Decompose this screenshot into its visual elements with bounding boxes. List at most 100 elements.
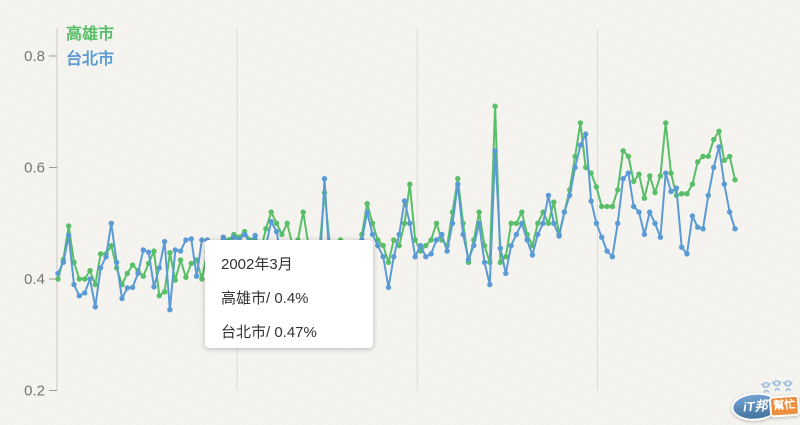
series-point (412, 254, 418, 260)
series-point (108, 242, 115, 249)
series-point (577, 142, 584, 148)
series-point (92, 304, 99, 310)
series-point (87, 276, 93, 282)
series-point (604, 203, 610, 210)
series-point (188, 260, 194, 267)
series-point (156, 265, 162, 271)
series-point (513, 231, 520, 238)
series-point (129, 284, 136, 291)
series-point (625, 170, 632, 176)
series-point (727, 153, 733, 160)
series-point (380, 242, 386, 249)
series-point (705, 153, 711, 160)
series-point (433, 220, 440, 226)
series-point (135, 270, 141, 277)
series-point (449, 220, 456, 226)
series-point (492, 103, 498, 109)
series-point (82, 290, 88, 296)
series-point (124, 285, 130, 291)
y-axis-tick-label: 0.8 (24, 48, 45, 65)
series-point (497, 259, 504, 265)
series-point (97, 251, 104, 257)
series-point (145, 249, 152, 255)
series-point (583, 164, 589, 171)
series-point (380, 254, 386, 260)
y-axis-tick-label: 0.6 (24, 160, 45, 177)
series-point (599, 234, 605, 240)
series-point (609, 203, 616, 210)
series-point (199, 276, 205, 282)
series-point (167, 250, 173, 256)
series-point (183, 237, 189, 243)
series-point (508, 242, 514, 249)
series-point (172, 277, 178, 283)
series-point (711, 164, 717, 171)
series-point (481, 259, 488, 265)
series-point (663, 120, 669, 126)
series-point (652, 220, 658, 226)
series-point (385, 259, 392, 265)
series-point (535, 220, 541, 226)
series-point (433, 237, 440, 243)
series-point (476, 209, 482, 215)
series-point (140, 247, 146, 253)
series-point (401, 198, 408, 204)
series-point (108, 220, 115, 226)
series-point (300, 209, 306, 215)
y-axis-tick-label: 0.2 (24, 383, 45, 400)
series-point (423, 254, 429, 260)
series-point (615, 187, 621, 193)
series-point (199, 237, 205, 243)
series-point (92, 281, 99, 288)
series-point (476, 220, 482, 226)
series-point (695, 159, 701, 165)
series-point (161, 289, 168, 295)
series-point (455, 181, 461, 187)
series-point (396, 242, 402, 249)
series-point (684, 191, 690, 197)
series-point (551, 220, 557, 226)
series-point (220, 234, 226, 240)
series-point (252, 232, 258, 239)
series-point (268, 209, 274, 215)
series-point (700, 153, 706, 160)
series-point (76, 293, 83, 299)
series-point (732, 177, 738, 183)
series-point (103, 254, 109, 260)
series-point (60, 259, 66, 265)
series-point (583, 131, 589, 137)
series-point (396, 231, 402, 238)
tooltip-date-label: 2002年3月 (221, 256, 293, 273)
series-point (369, 231, 376, 238)
series-point (55, 276, 61, 282)
series-point (428, 237, 434, 243)
series-point (732, 226, 738, 232)
series-point (551, 199, 557, 205)
series-point (545, 220, 552, 226)
series-point (689, 181, 696, 187)
series-point (391, 254, 397, 260)
series-point (428, 251, 434, 257)
series-point (321, 176, 328, 182)
series-point (407, 220, 413, 226)
series-point (647, 173, 653, 179)
series-point (188, 236, 194, 242)
series-point (167, 307, 173, 313)
series-point (407, 181, 413, 187)
series-point (609, 254, 616, 260)
series-point (657, 234, 664, 240)
series-point (66, 223, 72, 229)
series-point (588, 198, 594, 204)
series-point (492, 148, 498, 154)
series-point (604, 248, 610, 254)
series-point (641, 231, 648, 238)
series-point (631, 203, 637, 210)
series-point (695, 224, 701, 230)
series-point (487, 281, 493, 288)
series-point (561, 209, 568, 215)
series-point (391, 237, 397, 243)
logo-bangmang-badge: 幫忙 (768, 394, 800, 418)
series-point (151, 248, 157, 254)
